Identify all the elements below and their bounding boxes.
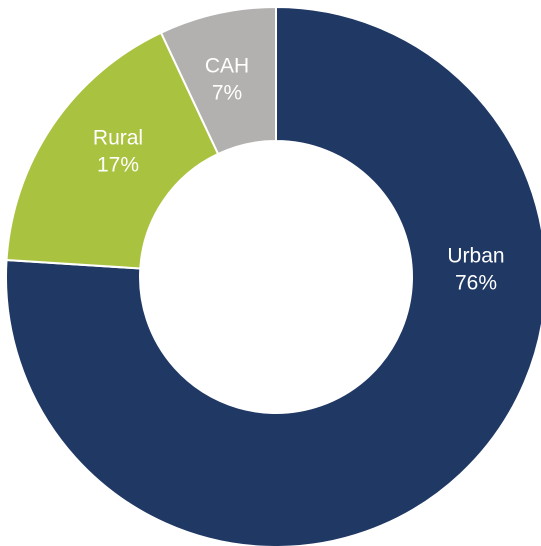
slice-name: CAH (205, 55, 249, 78)
slice-percent: 76% (455, 272, 497, 295)
slice-name: Urban (447, 245, 504, 268)
donut-slice (5, 5, 541, 546)
donut-slice (159, 5, 277, 156)
slice-percent: 7% (212, 82, 242, 105)
slice-name: Rural (93, 127, 143, 150)
donut-slice (5, 31, 220, 270)
slice-percent: 17% (97, 154, 139, 177)
